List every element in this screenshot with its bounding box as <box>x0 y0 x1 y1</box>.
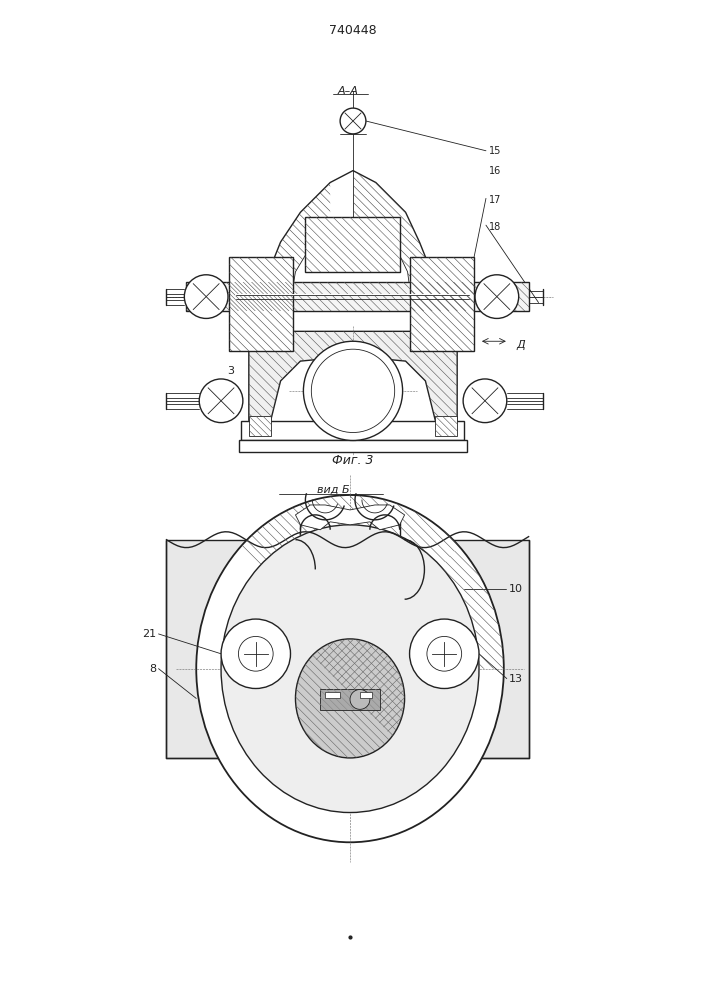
Text: Фиг. 4: Фиг. 4 <box>329 781 370 794</box>
Circle shape <box>199 379 243 423</box>
Text: 16: 16 <box>489 166 501 176</box>
Text: вид Б: вид Б <box>317 485 349 495</box>
Text: 10: 10 <box>509 584 522 594</box>
Circle shape <box>185 275 228 318</box>
Bar <box>360 692 372 698</box>
Polygon shape <box>166 540 529 758</box>
Bar <box>409 257 474 351</box>
Ellipse shape <box>296 639 404 758</box>
Text: Фиг. 3: Фиг. 3 <box>332 454 374 467</box>
Bar <box>239 440 467 452</box>
Text: 740448: 740448 <box>329 24 377 37</box>
Text: 18: 18 <box>489 222 501 232</box>
Text: 8: 8 <box>149 664 156 674</box>
Circle shape <box>475 275 519 318</box>
Circle shape <box>340 108 366 134</box>
Bar <box>241 421 464 440</box>
Circle shape <box>221 619 291 689</box>
Bar <box>249 416 271 436</box>
Circle shape <box>409 619 479 689</box>
Bar <box>305 217 399 272</box>
Bar <box>320 689 380 710</box>
Text: A–A: A–A <box>338 86 358 96</box>
Text: 21: 21 <box>142 629 156 639</box>
Bar <box>325 692 340 698</box>
Circle shape <box>350 689 370 709</box>
Ellipse shape <box>197 495 504 842</box>
Text: 3: 3 <box>228 366 235 376</box>
Text: 13: 13 <box>509 674 522 684</box>
Bar <box>436 416 457 436</box>
Ellipse shape <box>221 525 479 813</box>
Polygon shape <box>249 331 457 421</box>
Text: 15: 15 <box>489 146 501 156</box>
Polygon shape <box>296 505 404 530</box>
Circle shape <box>303 341 402 440</box>
Bar <box>229 257 293 351</box>
Text: Д: Д <box>517 340 525 350</box>
Text: 17: 17 <box>489 195 501 205</box>
Bar <box>187 282 529 311</box>
Circle shape <box>463 379 507 423</box>
